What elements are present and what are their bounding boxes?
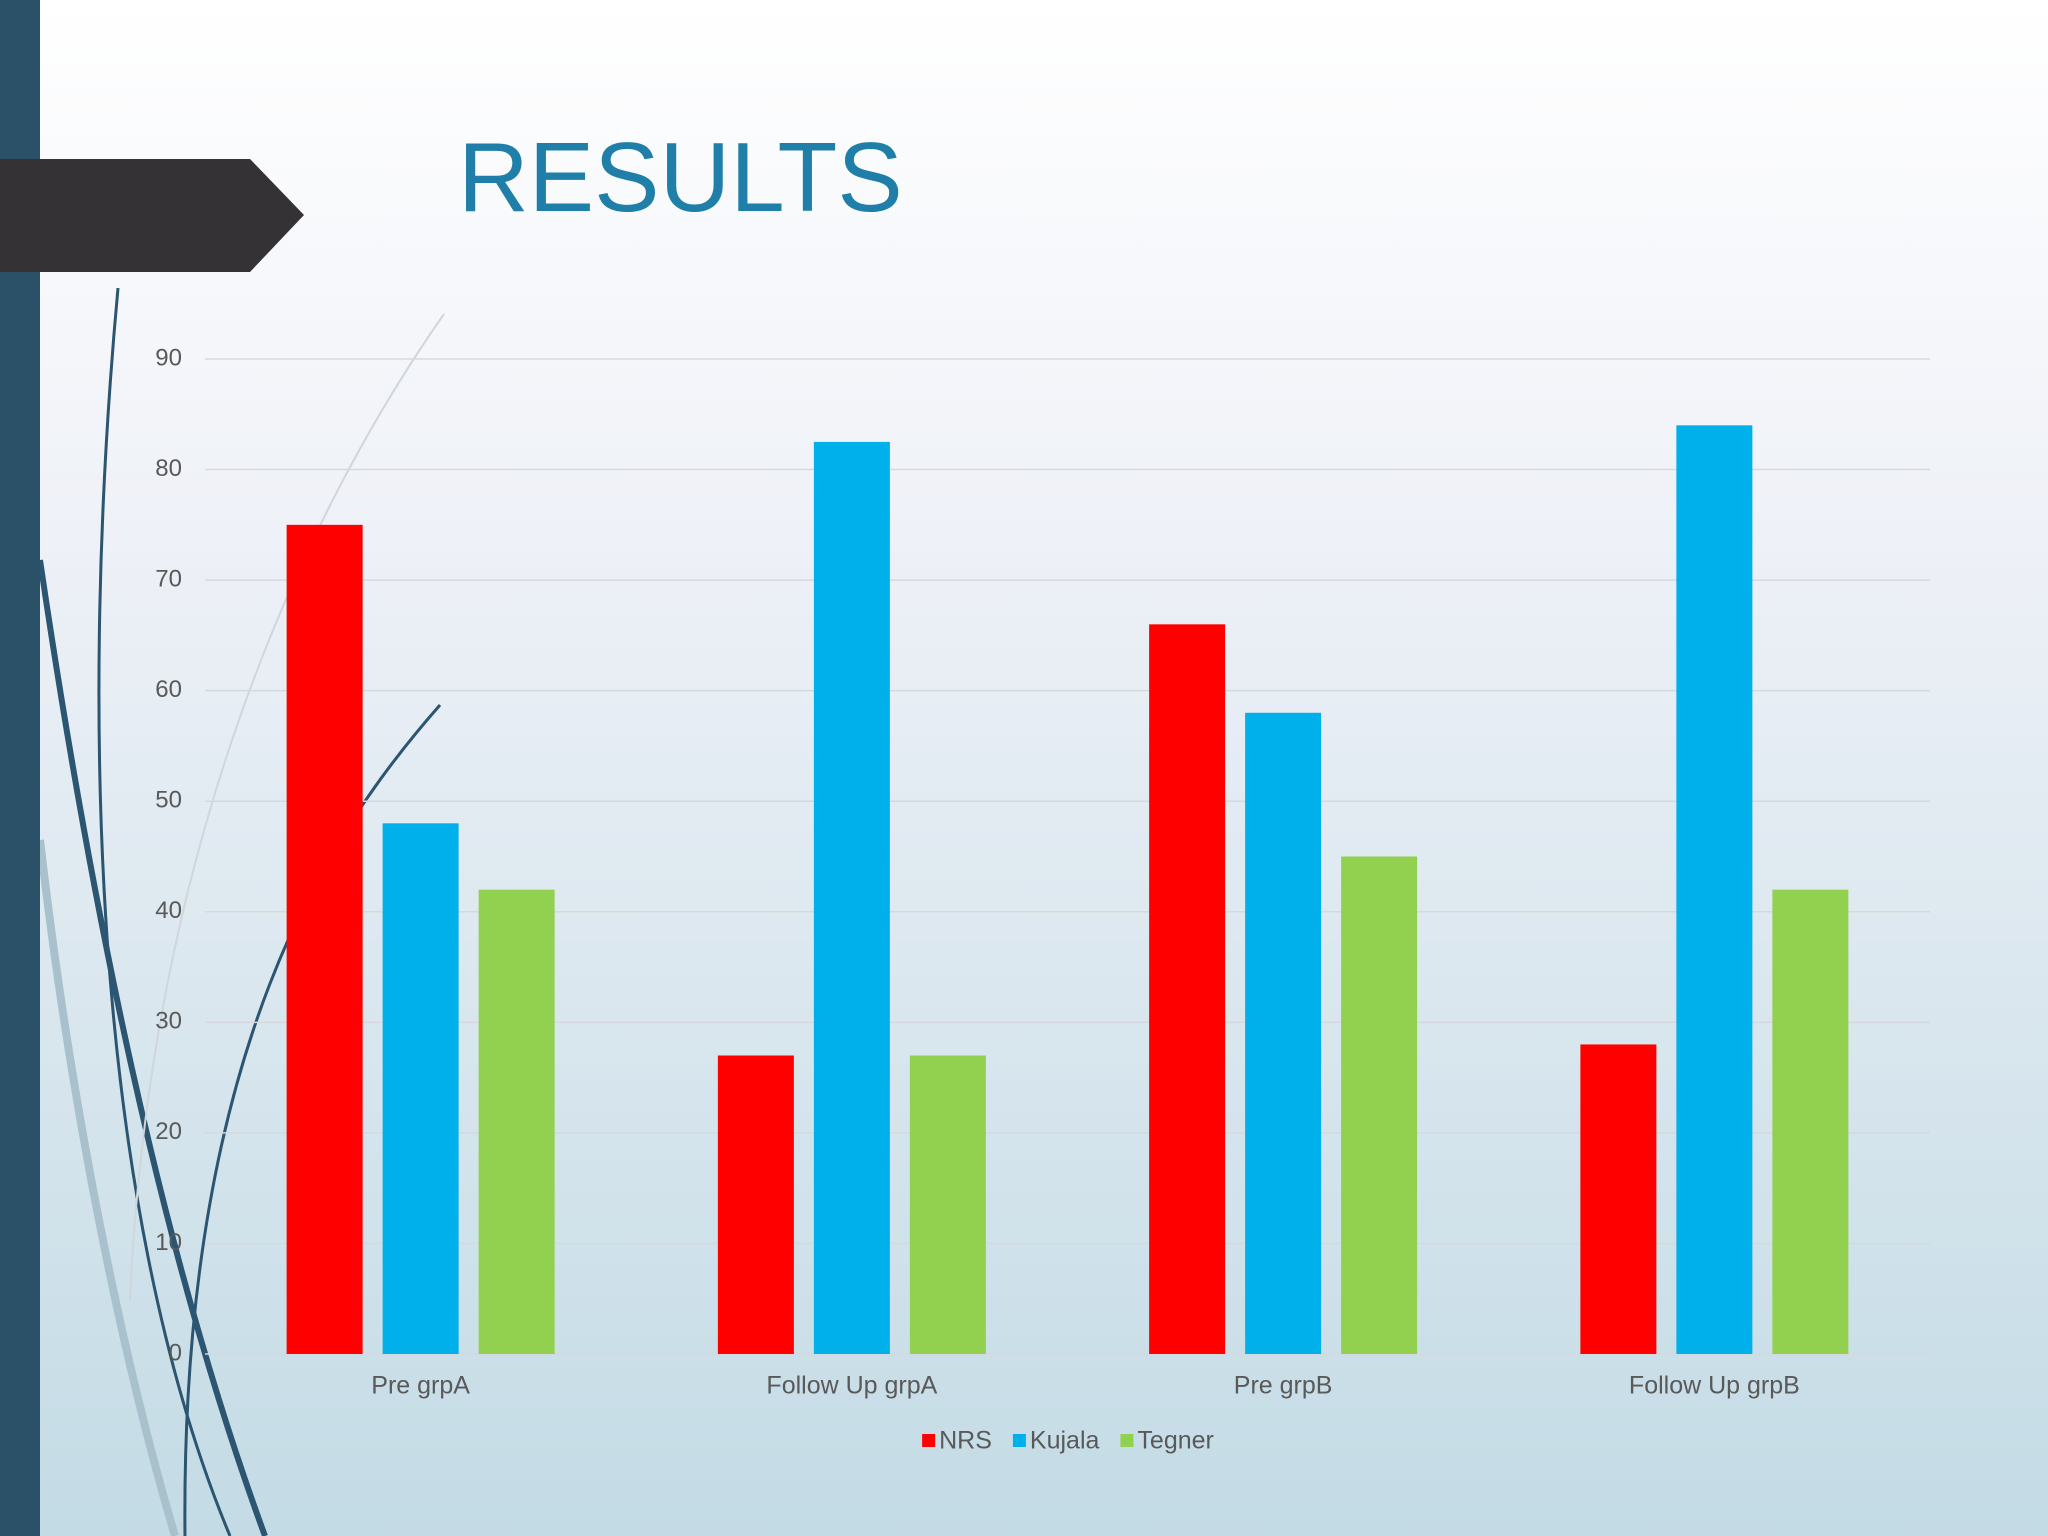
curve [37, 559, 268, 1536]
x-tick-label: Follow Up grpA [766, 1372, 937, 1400]
legend-swatch [1012, 1434, 1026, 1447]
y-tick-label: 70 [155, 565, 182, 592]
bar [909, 1055, 986, 1354]
y-tick-label: 40 [155, 897, 182, 924]
y-tick-label: 0 [169, 1339, 182, 1366]
bar [813, 441, 890, 1355]
bar [1149, 624, 1226, 1354]
chart-title: RESULTS [458, 122, 903, 232]
y-tick-label: 90 [155, 344, 182, 371]
legend-swatch [922, 1434, 936, 1447]
legend-label: NRS [939, 1427, 992, 1455]
bar [717, 1055, 794, 1354]
y-tick-label: 10 [155, 1229, 182, 1256]
y-tick-label: 80 [155, 455, 182, 482]
y-tick-label: 30 [155, 1008, 182, 1035]
decoration [36, 287, 445, 1536]
y-tick-label: 20 [155, 1118, 182, 1145]
bar [286, 524, 363, 1354]
bar [1772, 889, 1849, 1354]
y-tick-label: 50 [155, 787, 182, 814]
bar [1245, 712, 1322, 1354]
legend-label: Kujala [1030, 1427, 1100, 1455]
x-tick-label: Pre grpA [371, 1372, 470, 1400]
curve [183, 704, 442, 1536]
y-tick-label: 60 [155, 676, 182, 703]
bar [478, 889, 555, 1354]
bar [382, 823, 459, 1354]
legend-swatch [1120, 1434, 1134, 1447]
curve [129, 313, 445, 1301]
title-arrow [0, 159, 304, 272]
legend-label: Tegner [1137, 1427, 1213, 1455]
bar [1341, 856, 1418, 1354]
x-tick-label: Follow Up grpB [1629, 1372, 1800, 1400]
bar [1580, 1044, 1657, 1354]
bar [1676, 425, 1753, 1354]
curve [36, 839, 179, 1536]
x-tick-label: Pre grpB [1234, 1372, 1333, 1400]
